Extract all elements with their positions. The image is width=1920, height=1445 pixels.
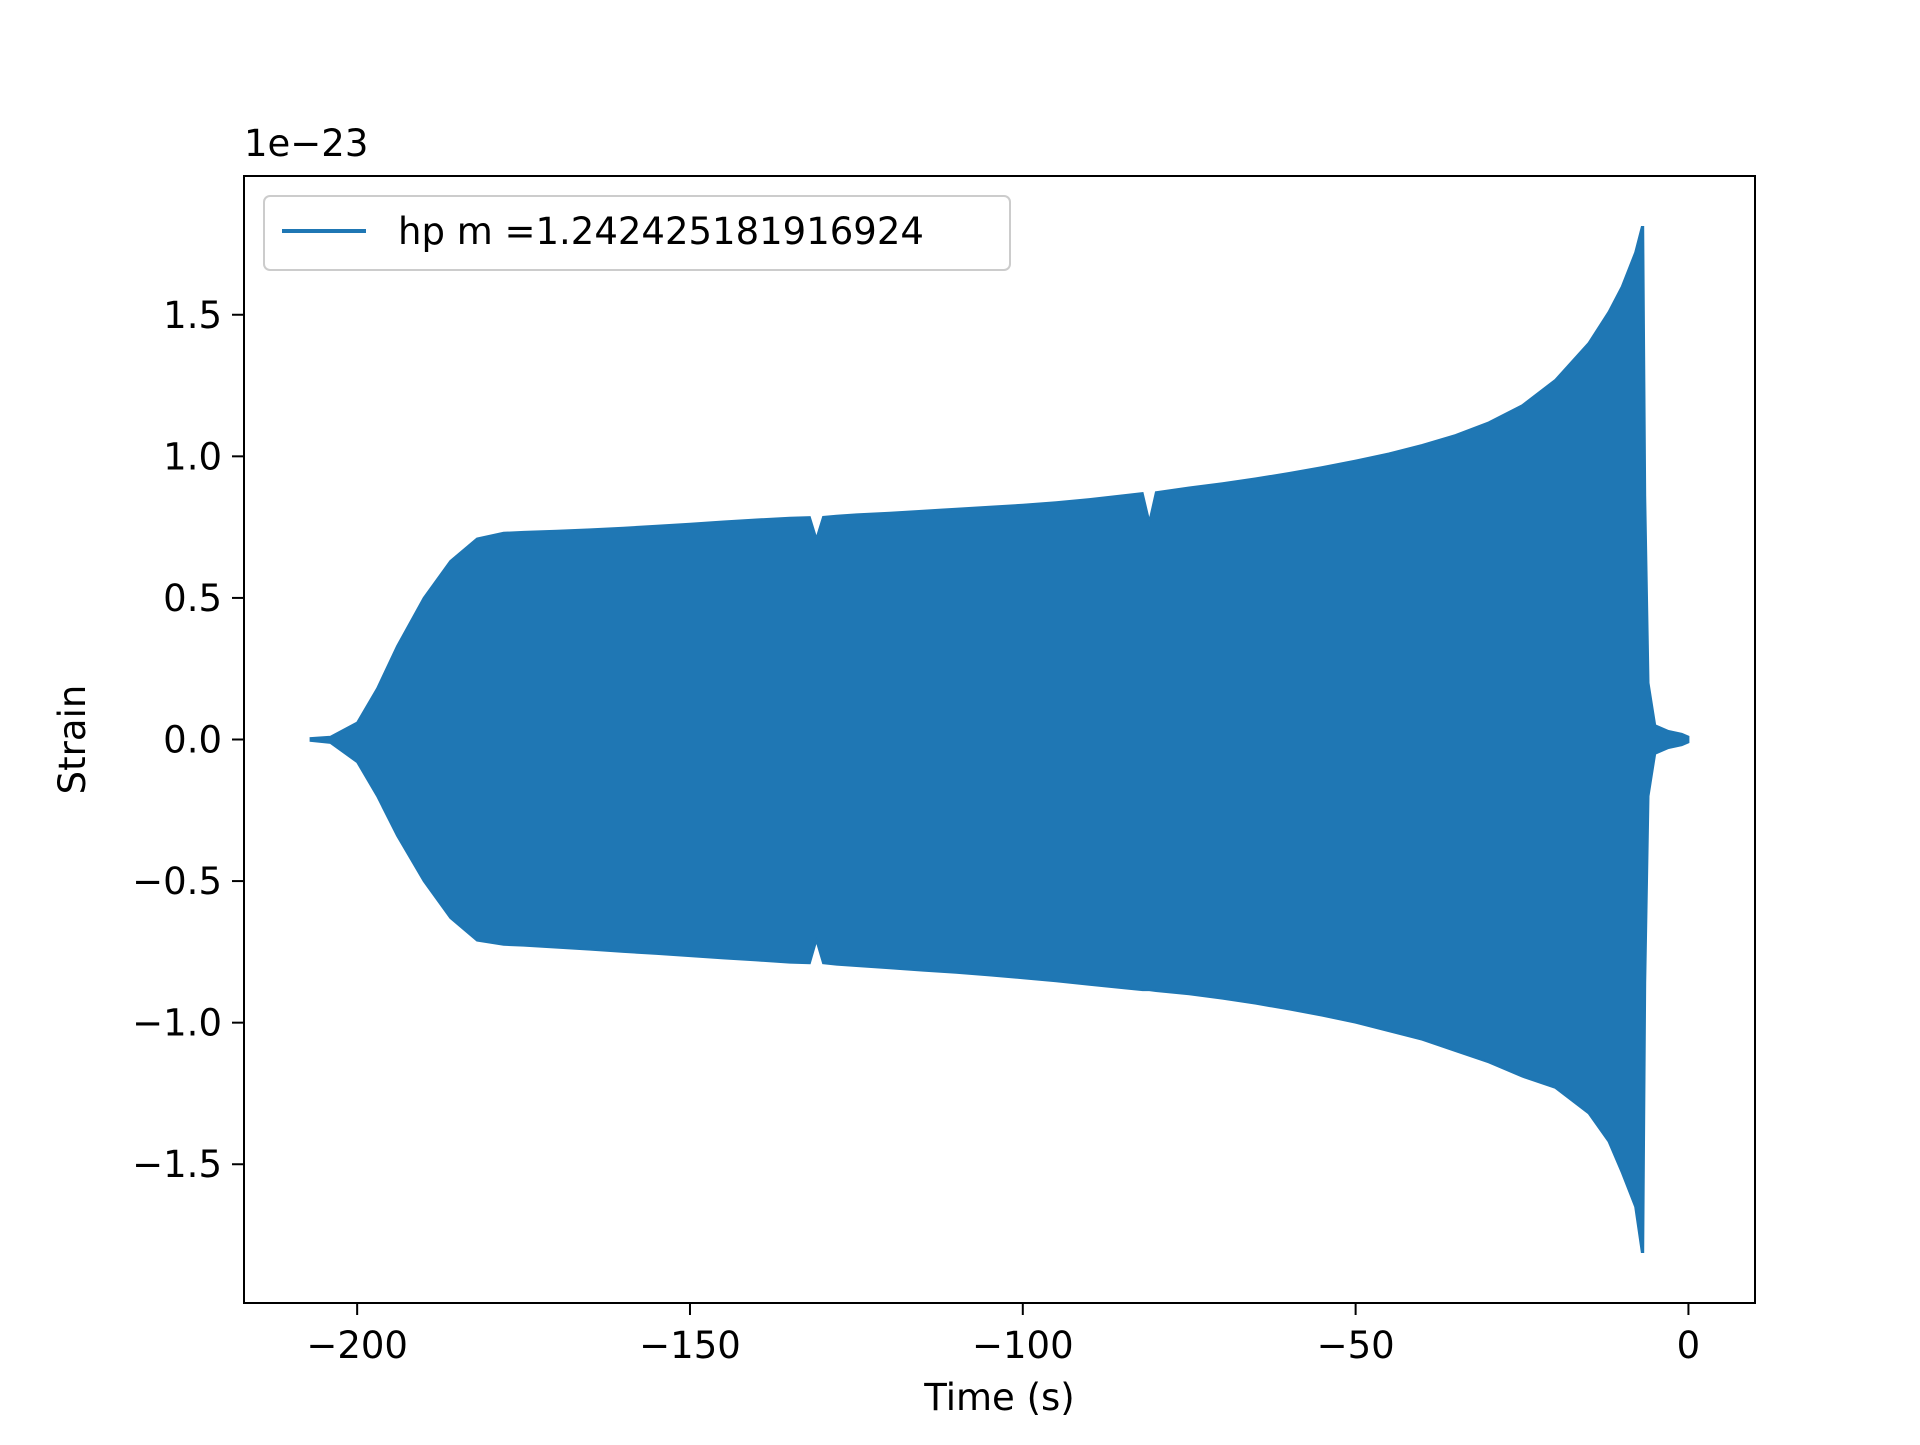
legend-label: hp m =1.242425181916924 [398,210,924,253]
y-tick-label: −1.5 [132,1143,222,1186]
plot-area [309,226,1690,1253]
y-offset-label: 1e−23 [244,122,368,165]
x-axis-label: Time (s) [923,1376,1074,1419]
y-axis: 1.5 1.0 0.5 0.0 −0.5 −1.0 −1.5 [132,294,244,1186]
y-tick-label: 1.5 [163,294,222,337]
x-tick-label: −150 [639,1324,741,1367]
legend: hp m =1.242425181916924 [263,195,1011,271]
y-axis-label: Strain [51,685,94,795]
y-tick-label: −0.5 [132,860,222,903]
x-tick-label: −200 [306,1324,408,1367]
y-tick-label: 0.5 [163,577,222,620]
x-tick-label: 0 [1677,1324,1701,1367]
legend-box [263,195,1011,271]
x-axis: −200 −150 −100 −50 0 [306,1303,1700,1367]
y-tick-label: 0.0 [163,719,222,762]
x-tick-label: −50 [1317,1324,1395,1367]
series-waveform [309,226,1690,1253]
y-tick-label: 1.0 [163,435,222,478]
y-tick-label: −1.0 [132,1002,222,1045]
x-tick-label: −100 [972,1324,1074,1367]
